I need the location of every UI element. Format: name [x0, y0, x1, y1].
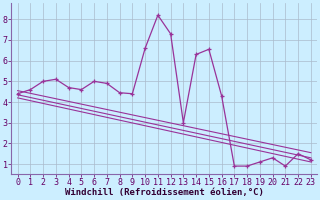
X-axis label: Windchill (Refroidissement éolien,°C): Windchill (Refroidissement éolien,°C) [65, 188, 264, 197]
